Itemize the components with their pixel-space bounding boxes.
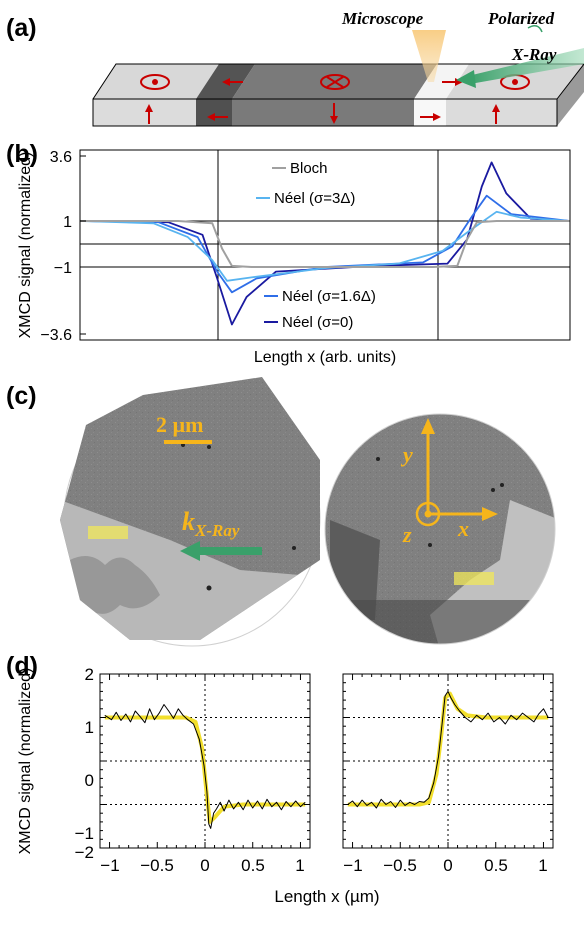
right-linescan-marker <box>454 572 494 585</box>
panel-a-label: (a) <box>6 14 37 42</box>
left-dark-region <box>70 556 160 614</box>
polarized-label: Polarized <box>487 9 555 28</box>
xpeem-image-left: 2 µm kX-Ray <box>60 377 321 647</box>
b-ytick-1: 1 <box>63 214 72 231</box>
panel-b-label: (b) <box>6 140 38 168</box>
legend-neel0: Néel (σ=0) <box>282 314 353 331</box>
xpeem-image-right: y x z <box>324 413 556 645</box>
xray-beam <box>468 48 584 84</box>
b-series-line-0 <box>80 220 570 268</box>
xray-label: X-Ray <box>511 45 557 64</box>
stripe-top-light-wall <box>414 64 469 99</box>
chart-d: 2 1 0 −1 −2 −1 −0.5 0 0.5 1 −1 −0.5 0 0.… <box>17 665 554 906</box>
chart-d-left-ticks <box>100 673 310 849</box>
left-linescan-marker <box>88 526 128 539</box>
right-image-boundary <box>324 413 556 645</box>
axis-x-label: x <box>457 516 469 541</box>
chart-d-right-ticks <box>343 673 553 849</box>
chart-b-legend: Bloch Néel (σ=3Δ) Néel (σ=1.6Δ) Néel (σ=… <box>256 160 376 331</box>
out-of-plane-left-icon <box>140 74 170 90</box>
front-middle <box>232 99 414 126</box>
legend-bloch: Bloch <box>290 160 328 177</box>
domain-wall-schematic: Microscope Polarized X-Ray <box>92 9 584 127</box>
panel-d-label: (d) <box>6 652 38 680</box>
xray-arrow-head <box>456 70 476 88</box>
chart-d-left-plot <box>99 673 311 849</box>
k-subscript: X-Ray <box>194 521 240 540</box>
polarization-curl-icon <box>527 25 543 33</box>
d-right-xtick-minus0.5: −0.5 <box>383 856 417 875</box>
d-left-fit-line <box>104 715 306 824</box>
chart-b: 3.6 1 −1 −3.6 XMCD signal (normalized) L… <box>17 149 571 366</box>
d-xlabel: Length x (µm) <box>274 887 379 906</box>
d-left-xtick-minus1: −1 <box>100 856 119 875</box>
axes-triad-icon <box>415 418 498 527</box>
panel-c-label: (c) <box>6 382 37 410</box>
d-left-xtick-0.5: 0.5 <box>241 856 265 875</box>
chart-b-frame <box>79 149 571 341</box>
chart-d-left-curves <box>104 704 306 829</box>
k-letter: k <box>182 507 195 536</box>
microscope-beam <box>412 30 446 82</box>
chart-d-left-xticks: −1 −0.5 0 0.5 1 <box>100 856 304 875</box>
stripe-corner-edge <box>556 63 584 100</box>
b-ytick-minus3.6: −3.6 <box>40 327 72 344</box>
legend-neel3: Néel (σ=3Δ) <box>274 190 355 207</box>
stripe-side-face <box>557 64 584 126</box>
stripe-front-outline <box>92 98 558 127</box>
front-light-wall <box>414 99 446 126</box>
b-ytick-minus1: −1 <box>54 260 72 277</box>
b-ylabel: XMCD signal (normalized) <box>17 152 34 339</box>
chart-b-yticks: 3.6 1 −1 −3.6 <box>40 149 72 344</box>
d-left-measured-line <box>104 704 306 829</box>
d-left-xtick-0: 0 <box>200 856 209 875</box>
b-xlabel: Length x (arb. units) <box>254 349 396 366</box>
chart-d-right-xticks: −1 −0.5 0 0.5 1 <box>343 856 547 875</box>
d-ytick-1: 1 <box>85 718 94 737</box>
vertical-arrows-icon <box>145 103 500 124</box>
d-right-xtick-0: 0 <box>443 856 452 875</box>
chart-b-curves <box>79 161 571 326</box>
chart-b-grid <box>80 150 570 340</box>
b-ytick-3.6: 3.6 <box>50 149 72 166</box>
chart-d-yticks: 2 1 0 −1 −2 <box>75 665 94 862</box>
k-xray-label: kX-Ray <box>182 507 240 540</box>
legend-neel16: Néel (σ=1.6Δ) <box>282 288 376 305</box>
scale-bar-label: 2 µm <box>156 412 204 437</box>
b-series-line-1 <box>79 210 571 282</box>
d-left-xtick-1: 1 <box>295 856 304 875</box>
d-ytick-2: 2 <box>85 665 94 684</box>
d-ytick-0: 0 <box>85 771 94 790</box>
d-ytick-minus1: −1 <box>75 824 94 843</box>
wall-left-arrow-icon <box>207 78 243 121</box>
wall-right-arrow-icon <box>420 78 463 121</box>
d-right-xtick-1: 1 <box>538 856 547 875</box>
chart-d-right-plot <box>342 673 554 849</box>
chart-b-ytick-marks <box>80 155 86 335</box>
k-xray-arrow-icon <box>180 541 262 561</box>
front-dark-wall <box>196 99 232 126</box>
axis-y-label: y <box>400 442 413 467</box>
d-right-measured-line <box>347 690 549 809</box>
into-plane-center-icon <box>320 74 350 90</box>
d-left-xtick-minus0.5: −0.5 <box>140 856 174 875</box>
d-right-xtick-minus1: −1 <box>343 856 362 875</box>
chart-d-right-grid <box>343 674 553 848</box>
microscope-label: Microscope <box>341 9 424 28</box>
d-right-xtick-0.5: 0.5 <box>484 856 508 875</box>
right-bottom-rim <box>330 600 555 644</box>
d-ylabel: XMCD signal (normalized) <box>17 668 34 855</box>
chart-d-right-curves <box>347 690 549 809</box>
d-ytick-minus2: −2 <box>75 843 94 862</box>
axis-z-label: z <box>402 522 412 547</box>
